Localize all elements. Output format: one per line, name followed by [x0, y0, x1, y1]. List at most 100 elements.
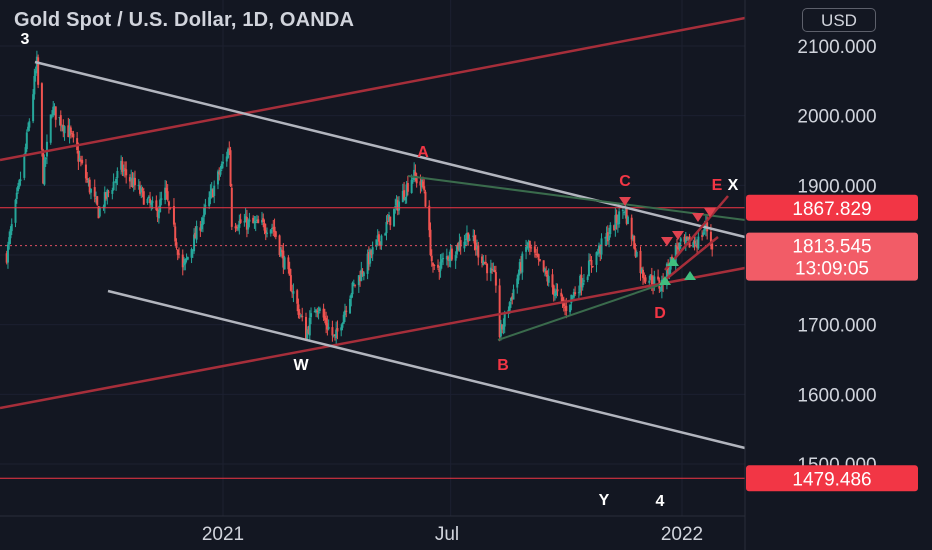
- candle: [626, 215, 629, 225]
- trendline[interactable]: [497, 282, 666, 341]
- candle: [683, 234, 686, 245]
- candle: [208, 191, 211, 209]
- trendline[interactable]: [34, 60, 746, 239]
- candle: [272, 219, 275, 237]
- candle: [299, 314, 302, 318]
- candle: [595, 251, 598, 273]
- candle: [315, 309, 318, 318]
- candle: [5, 250, 8, 265]
- candle: [42, 148, 45, 185]
- candle: [260, 211, 263, 226]
- candle: [555, 283, 558, 299]
- candle: [493, 265, 496, 273]
- candle: [230, 183, 233, 231]
- up-arrow-marker: [667, 257, 679, 266]
- trendline[interactable]: [664, 236, 719, 281]
- candle: [227, 147, 230, 159]
- candle: [361, 268, 364, 277]
- candle: [352, 279, 355, 287]
- candle: [609, 222, 612, 238]
- candle: [289, 268, 292, 292]
- candle: [696, 239, 699, 253]
- candle: [476, 239, 479, 256]
- wave-label: 4: [656, 493, 665, 510]
- candle: [271, 223, 274, 234]
- candle: [291, 284, 294, 298]
- candle: [359, 270, 362, 287]
- wave-label: C: [619, 173, 631, 190]
- trendline[interactable]: [107, 289, 746, 450]
- wave-label: X: [728, 177, 739, 194]
- candle: [238, 214, 241, 235]
- candle: [183, 256, 186, 271]
- candle: [385, 215, 388, 241]
- candle: [325, 311, 328, 334]
- candle: [586, 274, 589, 283]
- candle: [128, 174, 131, 189]
- candle: [340, 324, 343, 337]
- candle: [211, 188, 214, 198]
- trendline[interactable]: [0, 16, 746, 162]
- candle: [437, 259, 440, 270]
- y-tick-label: 1700.000: [797, 316, 876, 337]
- candle: [473, 229, 476, 251]
- currency-button[interactable]: USD: [802, 8, 876, 32]
- candle: [234, 222, 237, 233]
- trendlines: [0, 16, 746, 450]
- candle: [547, 268, 550, 287]
- trendline[interactable]: [0, 266, 746, 410]
- price-label[interactable]: 1867.829: [746, 194, 918, 221]
- candle: [376, 229, 379, 246]
- candle: [518, 258, 521, 276]
- candle: [489, 259, 492, 282]
- candle: [623, 211, 626, 216]
- candle: [201, 215, 204, 233]
- candle: [414, 164, 417, 182]
- time-axis[interactable]: 2021 Jul 2022: [202, 524, 703, 545]
- candle: [115, 177, 118, 191]
- candle: [263, 219, 266, 235]
- wave-label: E: [712, 177, 723, 194]
- candle: [24, 143, 27, 156]
- candle: [615, 209, 618, 230]
- candle: [467, 232, 470, 246]
- candle: [131, 172, 134, 188]
- candle: [123, 161, 126, 178]
- candle: [464, 233, 467, 246]
- candle: [406, 175, 409, 196]
- candle: [639, 246, 642, 281]
- candle: [316, 307, 319, 318]
- candle: [89, 188, 92, 200]
- candle: [410, 174, 413, 194]
- candle: [107, 189, 110, 198]
- down-arrow-marker: [619, 197, 631, 206]
- price-label[interactable]: 1479.486: [746, 465, 918, 492]
- trendline[interactable]: [664, 195, 729, 271]
- candle: [160, 191, 163, 206]
- candle: [252, 215, 255, 224]
- price-axis[interactable]: 1500.0001600.0001700.0001800.0001900.000…: [797, 37, 876, 476]
- y-tick-label: 1600.000: [797, 385, 876, 406]
- candle: [106, 188, 109, 205]
- candle: [370, 249, 373, 259]
- candle: [455, 244, 458, 259]
- candle: [301, 307, 304, 322]
- candle: [686, 235, 689, 241]
- candle: [50, 110, 53, 119]
- candle: [6, 241, 9, 269]
- candle: [54, 106, 57, 128]
- candle: [37, 54, 40, 89]
- candle: [521, 251, 524, 280]
- wave-label: D: [654, 305, 666, 322]
- candle: [243, 213, 246, 227]
- candle: [659, 287, 662, 292]
- trendline[interactable]: [407, 175, 746, 221]
- candle: [222, 154, 224, 169]
- candle: [255, 214, 258, 224]
- candle: [614, 207, 617, 237]
- candle: [341, 322, 344, 331]
- candle: [273, 218, 276, 238]
